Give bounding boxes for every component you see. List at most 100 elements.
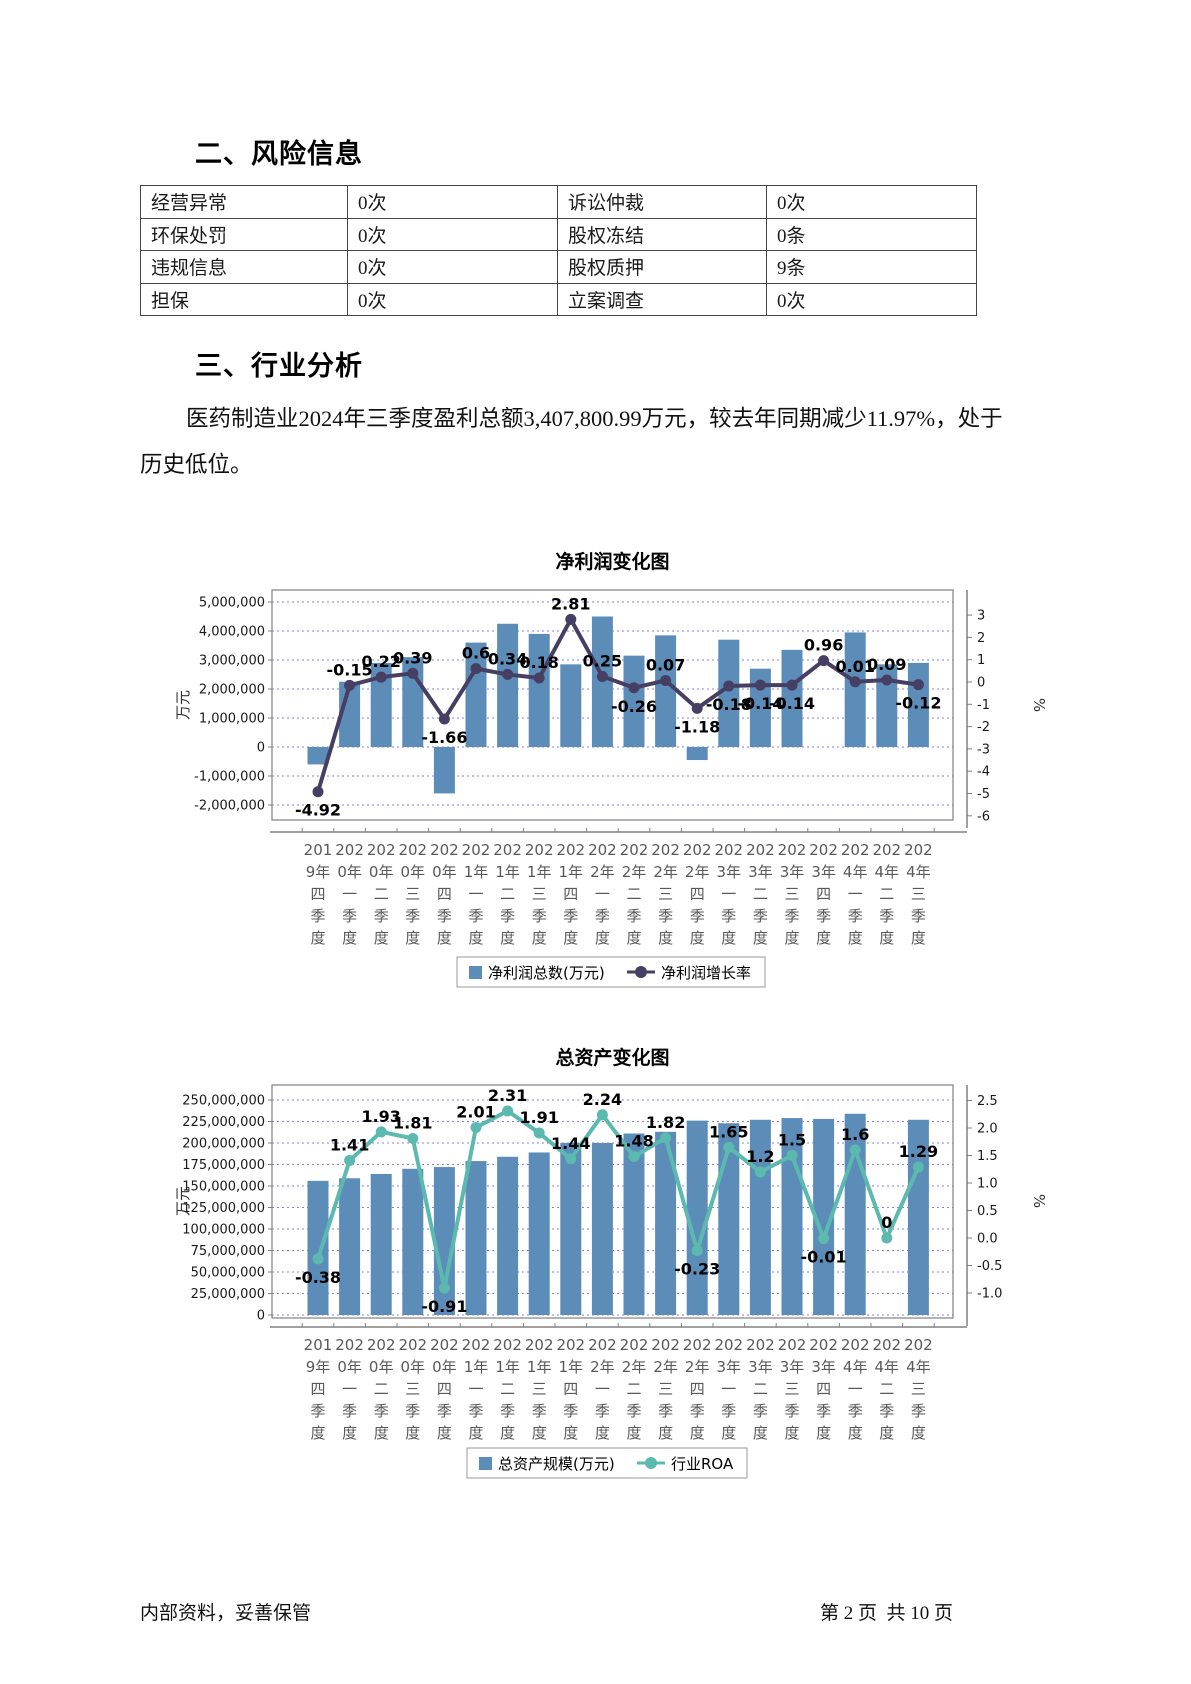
category-label: 3年: [717, 863, 742, 881]
footer-page-number: 第 2 页 共 10 页: [820, 1603, 954, 1624]
right-axis-tick-label: 3: [977, 609, 985, 624]
category-label: 度: [658, 929, 673, 947]
category-label: 季: [626, 907, 641, 925]
bar: [370, 662, 392, 747]
category-label: 季: [405, 907, 420, 925]
category-label: 季: [437, 1402, 452, 1420]
legend-bar-swatch: [479, 1457, 492, 1470]
line-point: [691, 702, 703, 714]
bar: [307, 1180, 329, 1315]
risk-label-cell: 环保处罚: [140, 217, 348, 251]
category-label: 一: [848, 1380, 863, 1398]
line-point: [533, 1127, 545, 1139]
category-label: 四: [437, 885, 452, 903]
category-label: 度: [658, 1424, 673, 1442]
risk-label-cell: 立案调查: [557, 282, 767, 316]
category-label: 度: [721, 1424, 736, 1442]
category-label: 季: [784, 907, 799, 925]
line-point: [596, 670, 608, 682]
point-data-label: -4.92: [295, 801, 341, 820]
left-axis-tick-label: 75,000,000: [191, 1244, 265, 1259]
line-point: [628, 1151, 640, 1163]
left-axis-tick-label: 50,000,000: [191, 1266, 265, 1281]
point-data-label: -0.14: [769, 694, 815, 713]
line-point: [344, 1154, 356, 1166]
line-point: [565, 1153, 577, 1165]
line-point: [312, 786, 324, 798]
category-label: 0年: [369, 863, 394, 881]
right-axis-tick-label: -1: [977, 698, 990, 713]
left-axis-tick-label: 0: [257, 1309, 265, 1324]
category-label: 二: [626, 885, 641, 903]
category-label: 度: [405, 929, 420, 947]
point-data-label: 1.41: [330, 1135, 369, 1154]
category-label: 三: [784, 1380, 799, 1398]
bar: [560, 664, 582, 747]
category-label: 二: [626, 1380, 641, 1398]
line-point: [754, 1166, 766, 1178]
bar: [528, 633, 550, 747]
category-label: 季: [532, 907, 547, 925]
point-data-label: 1.44: [551, 1134, 590, 1153]
category-label: 三: [911, 885, 926, 903]
bar: [876, 664, 898, 747]
category-label: 2年: [653, 863, 678, 881]
point-data-label: 2.81: [551, 594, 590, 613]
category-label: 度: [879, 929, 894, 947]
line-point: [881, 674, 893, 686]
category-label: 2年: [590, 863, 615, 881]
risk-value-cell: 0次: [766, 282, 977, 316]
left-axis-tick-label: 100,000,000: [182, 1223, 265, 1238]
category-label: 202: [872, 1336, 901, 1354]
category-label: 季: [658, 907, 673, 925]
line-point: [818, 655, 830, 667]
category-label: 度: [468, 1424, 483, 1442]
legend-line-label: 净利润增长率: [661, 964, 751, 982]
right-axis-title: %: [1030, 698, 1048, 712]
category-label: 202: [620, 841, 649, 859]
category-label: 202: [651, 1336, 680, 1354]
category-label: 2年: [653, 1358, 678, 1376]
category-label: 三: [405, 885, 420, 903]
risk-label-cell: 经营异常: [140, 185, 348, 219]
category-label: 1年: [495, 1358, 520, 1376]
left-axis-tick-label: 200,000,000: [182, 1137, 265, 1152]
line-point: [754, 679, 766, 691]
category-label: 度: [690, 929, 705, 947]
category-label: 度: [911, 1424, 926, 1442]
point-data-label: 1.5: [778, 1131, 806, 1150]
category-label: 季: [437, 907, 452, 925]
category-label: 202: [588, 841, 617, 859]
category-label: 一: [468, 885, 483, 903]
line-point: [470, 1121, 482, 1133]
line-point: [660, 674, 672, 686]
category-label: 季: [848, 1402, 863, 1420]
category-label: 度: [879, 1424, 894, 1442]
legend-bar-swatch: [469, 966, 482, 979]
point-data-label: -0.14: [737, 694, 783, 713]
category-label: 度: [721, 929, 736, 947]
category-label: 三: [532, 885, 547, 903]
left-axis-tick-label: 225,000,000: [182, 1115, 265, 1130]
category-label: 度: [595, 929, 610, 947]
category-label: 1年: [559, 1358, 584, 1376]
bar: [402, 1168, 424, 1315]
category-label: 202: [525, 841, 554, 859]
bar: [560, 1143, 582, 1315]
category-label: 季: [374, 907, 389, 925]
left-axis-tick-label: 25,000,000: [191, 1287, 265, 1302]
category-label: 季: [690, 1402, 705, 1420]
category-label: 202: [904, 1336, 933, 1354]
plot-frame: [271, 1084, 954, 1319]
line-point: [502, 668, 514, 680]
category-label: 202: [556, 841, 585, 859]
category-label: 度: [626, 929, 641, 947]
category-label: 0年: [369, 1358, 394, 1376]
point-data-label: -1.18: [674, 717, 720, 736]
line-point: [502, 1105, 514, 1117]
category-label: 季: [595, 907, 610, 925]
risk-label-cell: 担保: [140, 282, 348, 316]
point-data-label: -0.91: [421, 1297, 467, 1316]
category-label: 季: [532, 1402, 547, 1420]
category-label: 一: [468, 1380, 483, 1398]
